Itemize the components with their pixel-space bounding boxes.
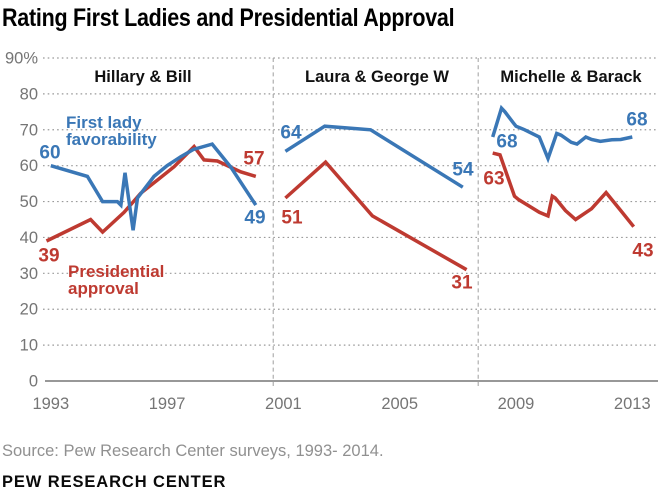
value-label-68: 68: [496, 132, 517, 153]
panel-title: Hillary & Bill: [94, 68, 191, 86]
value-label-43: 43: [632, 241, 653, 262]
pew-research-center-wordmark: PEW RESEARCH CENTER: [2, 473, 227, 491]
y-axis-label-40: 40: [20, 229, 38, 247]
value-label-63: 63: [483, 169, 504, 190]
series-annotation: Presidential: [68, 262, 164, 281]
x-axis-label-1993: 1993: [32, 395, 69, 413]
value-label-60: 60: [39, 143, 60, 164]
series-line-presidential-approval-segment-3: [492, 151, 636, 228]
series-line-first-lady-favorability-segment-2: [284, 124, 464, 189]
series-line-presidential-approval-segment-2: [284, 159, 468, 272]
y-axis-label-80: 80: [20, 85, 38, 103]
panel-title: Michelle & Barack: [500, 68, 642, 86]
series-line-first-lady-favorability-segment-1: [50, 142, 258, 231]
y-axis-label-50: 50: [20, 193, 38, 211]
x-axis-label-2001: 2001: [265, 395, 302, 413]
page-title: Rating First Ladies and Presidential App…: [2, 4, 455, 32]
value-label-49: 49: [244, 208, 265, 229]
y-axis-label-30: 30: [20, 265, 38, 283]
series-annotation: First lady: [66, 113, 142, 132]
series-annotation: favorability: [66, 130, 157, 149]
value-label-64: 64: [280, 123, 302, 144]
value-label-68: 68: [626, 110, 647, 131]
y-axis-label-90%: 90%: [5, 50, 38, 68]
panel-title: Laura & George W: [305, 68, 449, 86]
y-axis-label-20: 20: [20, 301, 38, 319]
y-axis-label-70: 70: [20, 121, 38, 139]
value-label-54: 54: [452, 160, 474, 181]
series-annotation: approval: [68, 279, 139, 298]
y-axis-label-60: 60: [20, 157, 38, 175]
series-line-first-lady-favorability-segment-3: [491, 104, 633, 164]
x-axis-label-2005: 2005: [381, 395, 418, 413]
value-label-39: 39: [38, 246, 59, 267]
value-label-31: 31: [451, 273, 473, 294]
source-note: Source: Pew Research Center surveys, 199…: [2, 442, 384, 460]
x-axis-label-2009: 2009: [498, 395, 535, 413]
x-axis-label-2013: 2013: [614, 395, 651, 413]
y-axis-label-10: 10: [20, 337, 38, 355]
x-axis-label-1997: 1997: [149, 395, 186, 413]
value-label-51: 51: [281, 208, 303, 229]
value-label-57: 57: [243, 149, 264, 170]
series-line-presidential-approval-segment-1: [45, 143, 257, 243]
y-axis-label-0: 0: [29, 373, 38, 391]
